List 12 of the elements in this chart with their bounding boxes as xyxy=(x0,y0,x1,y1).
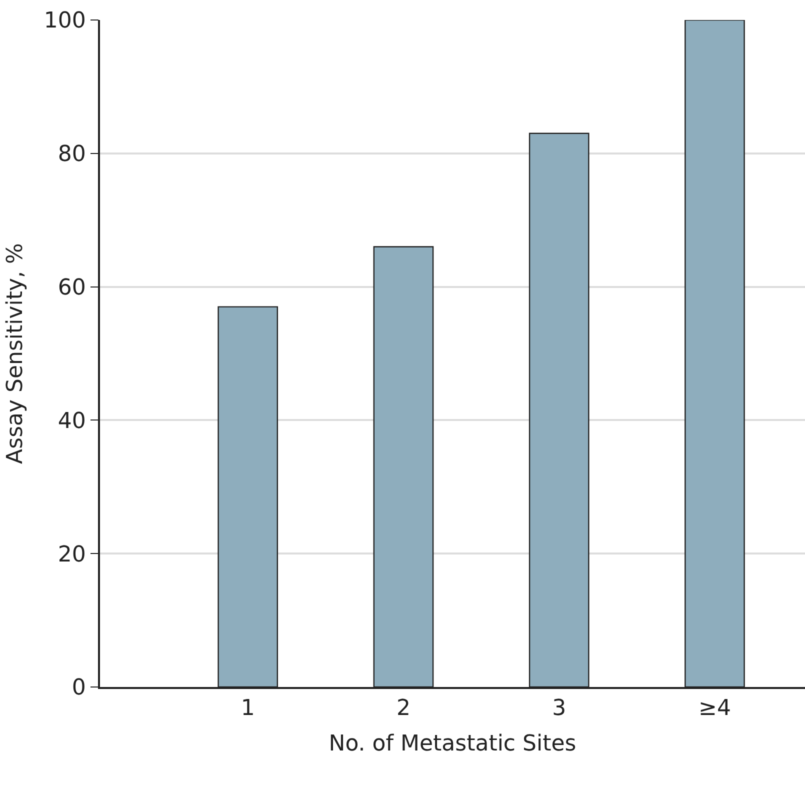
y-tick-label: 40 xyxy=(58,408,86,434)
x-tick-label: 3 xyxy=(552,696,566,722)
y-tick-label: 80 xyxy=(58,142,86,168)
y-axis-title: Assay Sensitivity, % xyxy=(3,243,28,464)
y-tick-label: 20 xyxy=(58,542,86,568)
y-tick-label: 0 xyxy=(72,676,86,701)
x-tick-label: ≥4 xyxy=(698,696,731,722)
x-axis-title: No. of Metastatic Sites xyxy=(328,732,576,757)
x-tick-label: 1 xyxy=(240,696,255,722)
y-tick-label: 100 xyxy=(44,8,86,34)
x-tick-label: 2 xyxy=(396,696,410,722)
y-tick-label: 60 xyxy=(58,276,86,300)
